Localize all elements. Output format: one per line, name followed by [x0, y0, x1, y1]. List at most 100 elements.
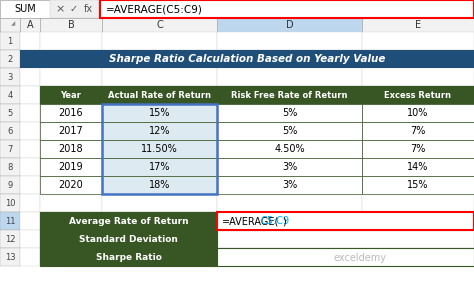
Bar	[20, 212, 40, 230]
Bar	[217, 140, 362, 158]
Bar	[0, 230, 20, 248]
Bar	[362, 50, 474, 68]
Text: Actual Rate of Return: Actual Rate of Return	[108, 91, 211, 100]
Bar	[102, 86, 217, 104]
Bar	[102, 104, 217, 194]
Text: A: A	[27, 20, 33, 30]
Text: ✓: ✓	[70, 4, 78, 14]
Text: Average Rate of Return: Average Rate of Return	[69, 216, 188, 225]
Bar	[102, 230, 217, 248]
Bar	[20, 18, 40, 32]
Bar	[0, 18, 20, 32]
Bar	[362, 140, 474, 158]
Bar	[20, 50, 40, 68]
Bar	[362, 86, 474, 104]
Text: 18%: 18%	[149, 180, 170, 190]
Text: 11.50%: 11.50%	[141, 144, 178, 154]
Bar	[102, 212, 217, 230]
Bar	[362, 104, 474, 122]
Text: 7%: 7%	[410, 144, 426, 154]
Text: 7%: 7%	[410, 126, 426, 136]
Bar	[0, 212, 20, 230]
Bar	[362, 104, 474, 122]
Text: 3: 3	[7, 72, 13, 82]
Text: 9: 9	[8, 181, 13, 190]
Bar	[102, 122, 217, 140]
Bar	[217, 212, 474, 230]
Text: ×: ×	[55, 4, 64, 14]
Bar	[102, 248, 217, 266]
Bar	[40, 212, 217, 230]
Text: 2: 2	[8, 54, 13, 63]
Text: =AVERAGE(C5:C9): =AVERAGE(C5:C9)	[106, 4, 203, 14]
Text: 11: 11	[5, 216, 15, 225]
Bar	[362, 176, 474, 194]
Bar	[217, 104, 362, 122]
Bar	[0, 86, 20, 104]
Bar	[40, 122, 102, 140]
Text: C: C	[156, 20, 163, 30]
Text: 2018: 2018	[59, 144, 83, 154]
Bar	[0, 158, 20, 176]
Bar	[20, 50, 474, 68]
Bar	[362, 140, 474, 158]
Bar	[40, 122, 102, 140]
Bar	[102, 158, 217, 176]
Bar	[40, 86, 102, 104]
Bar	[217, 104, 362, 122]
Text: 2019: 2019	[59, 162, 83, 172]
Bar	[362, 248, 474, 266]
Bar	[0, 0, 50, 18]
Text: 10%: 10%	[407, 108, 428, 118]
Text: ): )	[282, 216, 286, 226]
Bar	[40, 140, 102, 158]
Bar	[217, 140, 362, 158]
Text: 12%: 12%	[149, 126, 170, 136]
Bar	[362, 86, 474, 104]
Text: 6: 6	[7, 126, 13, 135]
Bar	[0, 248, 20, 266]
Bar	[20, 176, 40, 194]
Bar	[0, 0, 474, 18]
Text: 4: 4	[8, 91, 13, 100]
Bar	[40, 158, 102, 176]
Text: 3%: 3%	[282, 162, 297, 172]
Bar	[362, 176, 474, 194]
Text: 5%: 5%	[282, 126, 297, 136]
Bar	[0, 32, 20, 50]
Bar	[0, 104, 20, 122]
Bar	[0, 68, 20, 86]
Bar	[217, 230, 362, 248]
Text: E: E	[415, 20, 421, 30]
Text: 13: 13	[5, 252, 15, 262]
Text: B: B	[68, 20, 74, 30]
Text: SUM: SUM	[14, 4, 36, 14]
Bar	[40, 230, 217, 248]
Text: 8: 8	[7, 162, 13, 172]
Text: 2020: 2020	[59, 180, 83, 190]
Bar	[0, 50, 20, 68]
Bar	[102, 32, 217, 50]
Bar	[217, 122, 362, 140]
Text: 5%: 5%	[282, 108, 297, 118]
Bar	[217, 194, 362, 212]
Bar	[40, 50, 102, 68]
Bar	[20, 194, 40, 212]
Bar	[40, 18, 102, 32]
Bar	[102, 104, 217, 122]
Bar	[362, 158, 474, 176]
Bar	[40, 248, 102, 266]
Bar	[217, 248, 474, 266]
Text: 3%: 3%	[282, 180, 297, 190]
Bar	[217, 18, 362, 32]
Bar	[20, 230, 40, 248]
Bar	[20, 122, 40, 140]
Bar	[217, 122, 362, 140]
Bar	[102, 176, 217, 194]
Text: Sharpe Ratio Calculation Based on Yearly Value: Sharpe Ratio Calculation Based on Yearly…	[109, 54, 385, 64]
Bar	[217, 230, 474, 248]
Text: 5: 5	[8, 109, 13, 118]
Bar	[102, 50, 217, 68]
Bar	[217, 32, 362, 50]
Bar	[217, 176, 362, 194]
